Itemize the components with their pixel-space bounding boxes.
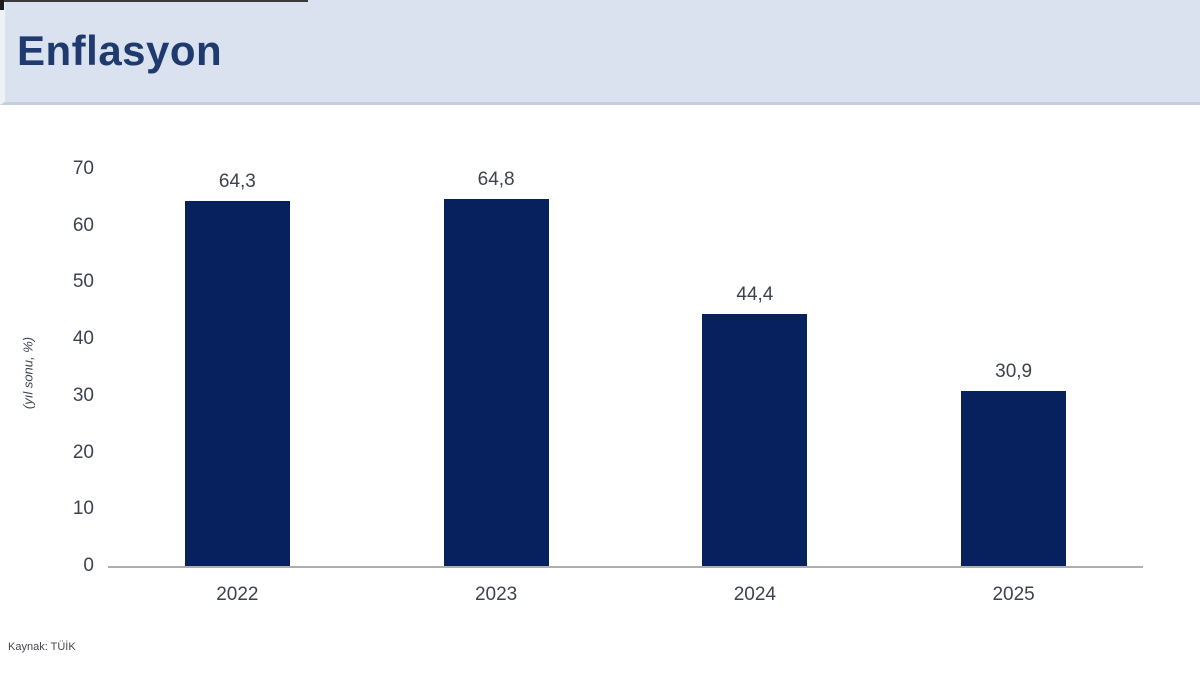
x-tick-label: 2023 xyxy=(474,584,518,605)
header: Enflasyon xyxy=(0,0,1200,105)
bar-value-label: 44,4 xyxy=(736,284,774,306)
x-tick-label: 2022 xyxy=(216,584,259,605)
y-axis-ticks: 0 10 20 30 40 50 60 70 xyxy=(0,158,94,576)
source-note: Kaynak: TÜİK xyxy=(8,641,76,653)
top-border-line xyxy=(0,0,308,2)
y-tick-label: 20 xyxy=(72,441,94,463)
bar xyxy=(184,201,290,566)
plot-area: 64,3 2022 64,8 2023 44,4 2024 30,9 2025 xyxy=(108,168,1143,605)
y-tick-label: 40 xyxy=(72,328,94,350)
bar xyxy=(702,314,808,566)
x-tick-label: 2024 xyxy=(733,584,777,605)
y-tick-label: 60 xyxy=(72,214,94,236)
bar-value-label: 64,3 xyxy=(218,171,256,193)
page-title: Enflasyon xyxy=(17,27,223,74)
y-tick-label: 50 xyxy=(72,271,94,293)
y-tick-label: 30 xyxy=(72,384,94,406)
x-tick-label: 2025 xyxy=(992,584,1035,605)
top-corner-mark xyxy=(0,0,4,10)
bar xyxy=(443,198,549,566)
y-tick-label: 10 xyxy=(72,498,94,520)
x-axis-line xyxy=(108,566,1143,568)
bar-value-label: 64,8 xyxy=(477,168,515,190)
bar xyxy=(961,390,1067,566)
bar-value-label: 30,9 xyxy=(995,360,1033,382)
inflation-bar-chart: (yıl sonu, %) 0 10 20 30 40 50 60 70 64,3 2022 64… xyxy=(0,105,1200,645)
y-tick-label: 0 xyxy=(83,555,94,576)
y-tick-label: 70 xyxy=(72,158,94,179)
